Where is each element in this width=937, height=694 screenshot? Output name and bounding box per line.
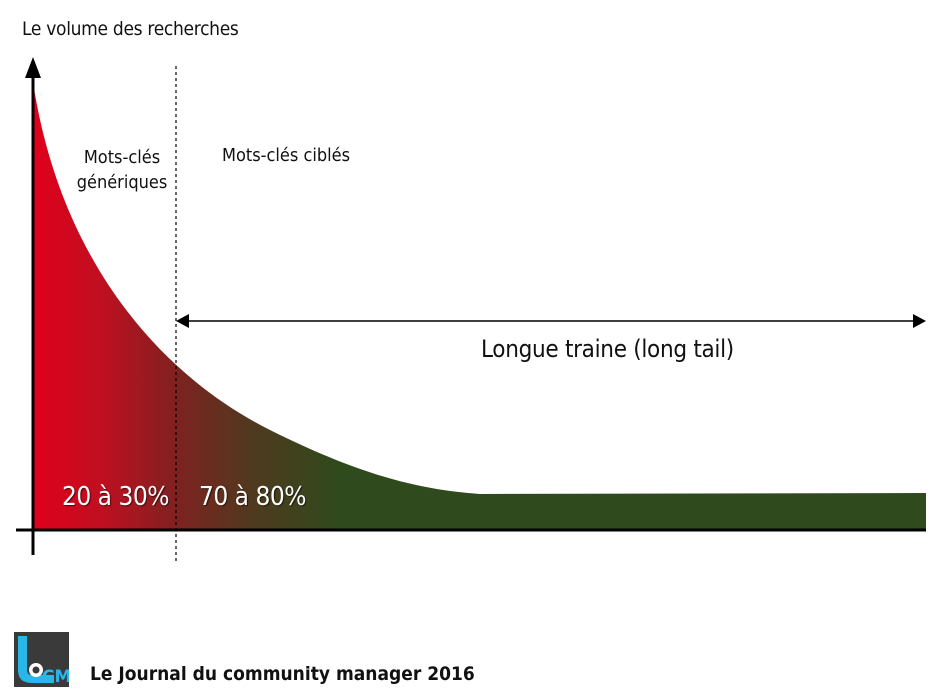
y-axis-arrowhead (25, 57, 41, 78)
generic-keywords-label-line1: Mots-clés (83, 147, 161, 168)
generic-share-label: 20 à 30% (62, 482, 169, 512)
long-tail-label: Longue traine (long tail) (481, 335, 734, 363)
logo-text: CM (42, 667, 69, 687)
demand-curve-area (33, 82, 926, 530)
long-tail-arrow-left-head (176, 314, 189, 328)
targeted-keywords-label: Mots-clés ciblés (222, 145, 351, 166)
targeted-share-label: 70 à 80% (199, 482, 306, 512)
long-tail-arrow-right-head (913, 314, 926, 328)
y-axis-label: Le volume des recherches (22, 18, 239, 40)
generic-keywords-label: Mots-clés génériques (70, 145, 174, 195)
generic-keywords-label-line2: génériques (76, 172, 168, 193)
footer-credit: Le Journal du community manager 2016 (90, 663, 475, 685)
jcm-logo-icon: CM (14, 632, 69, 687)
